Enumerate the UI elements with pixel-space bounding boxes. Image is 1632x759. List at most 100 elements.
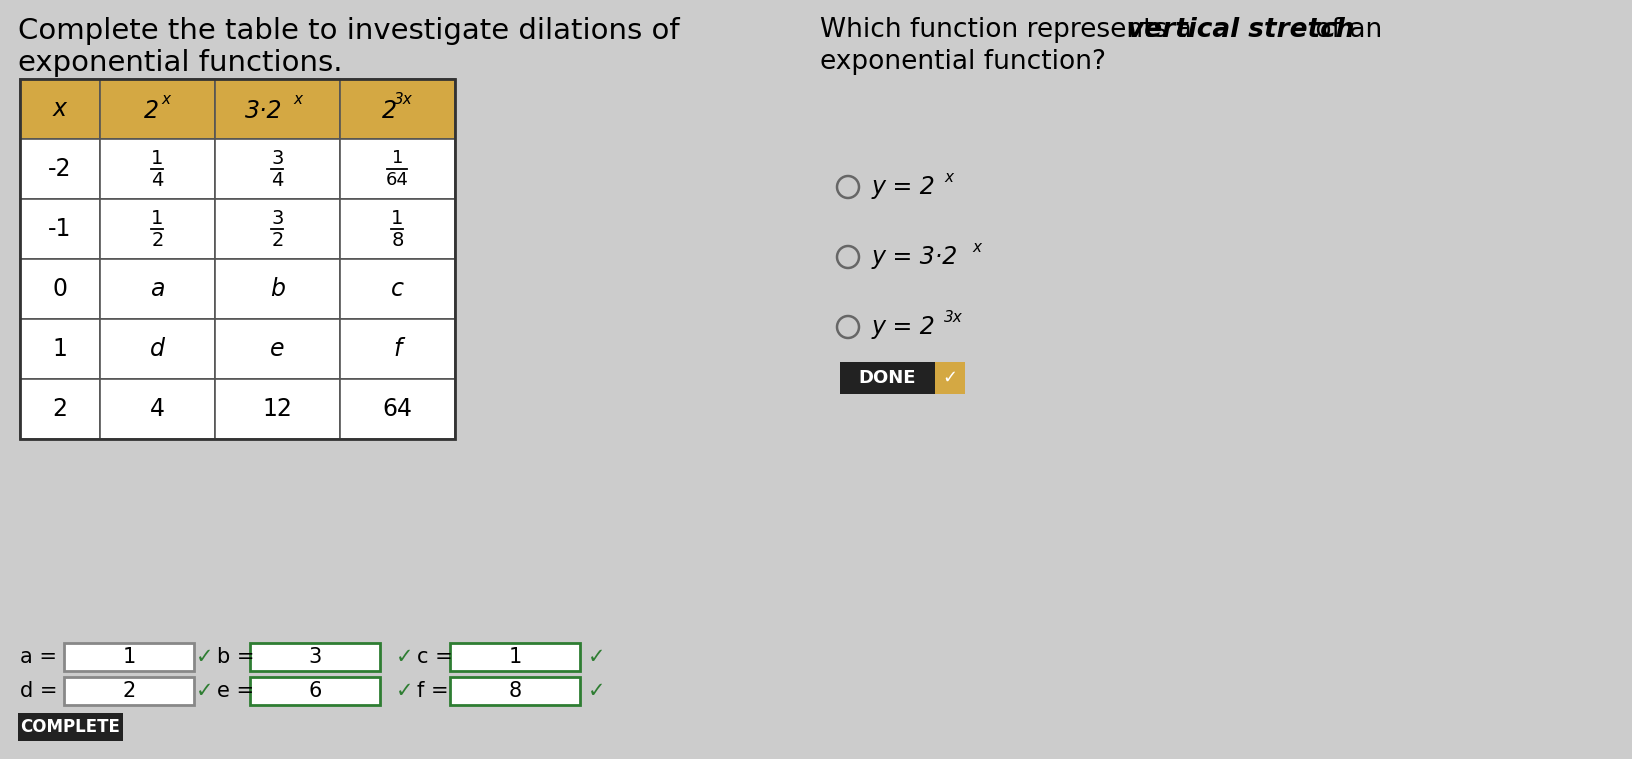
Text: Which function represents a: Which function represents a — [819, 17, 1200, 43]
Text: 4: 4 — [150, 397, 165, 421]
Text: 1: 1 — [392, 209, 403, 228]
Text: 3x: 3x — [393, 93, 413, 108]
Bar — [215, 259, 339, 319]
Text: y = 2: y = 2 — [871, 175, 935, 199]
Text: 64: 64 — [382, 397, 413, 421]
Text: ✓: ✓ — [196, 647, 212, 667]
Text: 2: 2 — [122, 681, 135, 701]
Bar — [339, 259, 455, 319]
Bar — [250, 677, 380, 705]
Bar — [100, 199, 215, 259]
Bar — [20, 319, 100, 379]
Text: 3·2: 3·2 — [245, 99, 282, 123]
Text: exponential functions.: exponential functions. — [18, 49, 343, 77]
Bar — [20, 199, 100, 259]
Text: e =: e = — [217, 681, 255, 701]
Text: 12: 12 — [263, 397, 292, 421]
Text: x: x — [292, 93, 302, 108]
Text: ✓: ✓ — [588, 647, 605, 667]
Text: a: a — [150, 277, 165, 301]
Text: 1: 1 — [392, 149, 403, 167]
Bar — [339, 199, 455, 259]
Text: exponential function?: exponential function? — [819, 49, 1105, 75]
Bar — [339, 139, 455, 199]
Text: 3: 3 — [271, 149, 284, 168]
Bar — [215, 139, 339, 199]
Text: ✓: ✓ — [942, 369, 956, 387]
Text: y = 3·2: y = 3·2 — [871, 245, 958, 269]
Bar — [215, 379, 339, 439]
Text: c =: c = — [416, 647, 452, 667]
Text: 8: 8 — [508, 681, 521, 701]
Text: 2: 2 — [152, 231, 163, 250]
Text: x: x — [162, 93, 170, 108]
Bar — [450, 643, 579, 671]
Bar — [339, 319, 455, 379]
Text: b =: b = — [217, 647, 255, 667]
Text: 64: 64 — [385, 171, 408, 189]
Text: 8: 8 — [392, 231, 403, 250]
Text: d: d — [150, 337, 165, 361]
Bar — [18, 713, 122, 741]
Bar — [20, 79, 100, 139]
Text: -2: -2 — [49, 157, 72, 181]
Text: 2: 2 — [382, 99, 397, 123]
Text: 1: 1 — [508, 647, 521, 667]
Text: ✓: ✓ — [196, 681, 212, 701]
Text: 3: 3 — [271, 209, 284, 228]
Text: 3: 3 — [308, 647, 322, 667]
Text: 4: 4 — [271, 171, 284, 190]
Bar — [339, 379, 455, 439]
Bar — [250, 643, 380, 671]
Text: 4: 4 — [152, 171, 163, 190]
Text: x: x — [971, 241, 981, 256]
Text: 1: 1 — [152, 209, 163, 228]
Bar — [20, 259, 100, 319]
Text: c: c — [390, 277, 403, 301]
Text: x: x — [943, 171, 953, 185]
Text: 2: 2 — [52, 397, 67, 421]
Text: DONE: DONE — [858, 369, 916, 387]
Bar — [339, 79, 455, 139]
Bar — [100, 79, 215, 139]
Bar — [20, 379, 100, 439]
Text: 6: 6 — [308, 681, 322, 701]
Text: e: e — [269, 337, 284, 361]
Text: a =: a = — [20, 647, 64, 667]
Bar — [100, 139, 215, 199]
Bar — [215, 319, 339, 379]
Text: ✓: ✓ — [395, 647, 413, 667]
Text: ✓: ✓ — [395, 681, 413, 701]
Text: y = 2: y = 2 — [871, 315, 935, 339]
Bar — [215, 79, 339, 139]
Bar — [20, 139, 100, 199]
Text: 1: 1 — [152, 149, 163, 168]
Bar — [100, 319, 215, 379]
Text: 0: 0 — [52, 277, 67, 301]
Text: x: x — [52, 97, 67, 121]
Text: of an: of an — [1306, 17, 1381, 43]
Text: COMPLETE: COMPLETE — [20, 718, 119, 736]
Text: -1: -1 — [49, 217, 72, 241]
Bar — [20, 79, 455, 439]
Text: 2: 2 — [144, 99, 158, 123]
Bar — [935, 362, 965, 394]
Text: d =: d = — [20, 681, 64, 701]
Text: 3x: 3x — [943, 310, 963, 326]
Text: ✓: ✓ — [588, 681, 605, 701]
Text: b: b — [269, 277, 286, 301]
Bar — [450, 677, 579, 705]
Text: 1: 1 — [52, 337, 67, 361]
Bar — [839, 362, 935, 394]
Bar — [64, 677, 194, 705]
Bar — [64, 643, 194, 671]
Bar — [100, 379, 215, 439]
Bar — [215, 199, 339, 259]
Text: f: f — [393, 337, 401, 361]
Text: vertical stretch: vertical stretch — [1126, 17, 1353, 43]
Text: Complete the table to investigate dilations of: Complete the table to investigate dilati… — [18, 17, 679, 45]
Text: 1: 1 — [122, 647, 135, 667]
Text: 2: 2 — [271, 231, 284, 250]
Bar — [100, 259, 215, 319]
Text: f =: f = — [416, 681, 449, 701]
